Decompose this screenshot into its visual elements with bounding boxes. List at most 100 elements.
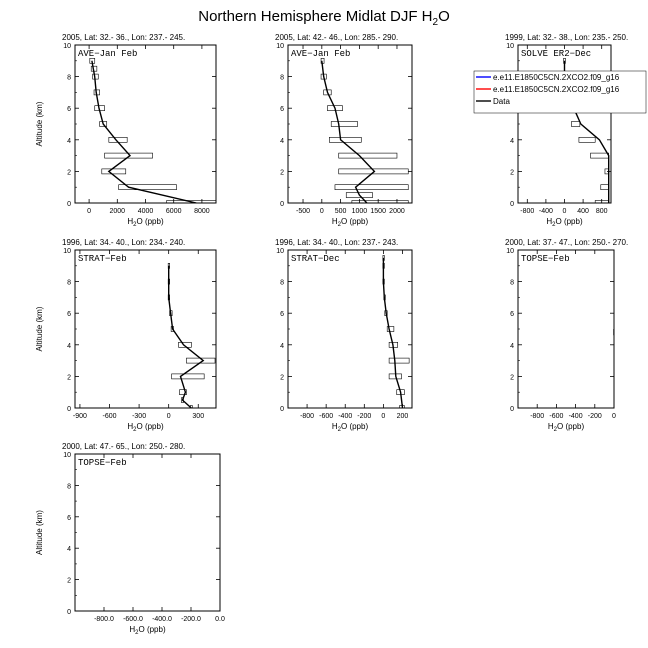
x-axis-label: H2O (ppb) bbox=[129, 625, 166, 636]
x-tick-label: 0 bbox=[381, 413, 385, 420]
error-box bbox=[594, 200, 609, 203]
y-tick-label: 6 bbox=[280, 311, 284, 318]
legend-label: Data bbox=[493, 97, 510, 106]
y-tick-label: 2 bbox=[510, 374, 514, 381]
x-tick-label: 800 bbox=[596, 208, 608, 215]
y-tick-label: 0 bbox=[67, 406, 71, 413]
x-axis-label: H2O (ppb) bbox=[548, 422, 585, 433]
x-axis-label: H2O (ppb) bbox=[332, 422, 369, 433]
plot-frame bbox=[74, 249, 217, 409]
campaign-label: TOPSE−Feb bbox=[521, 254, 570, 264]
x-tick-label: 8000 bbox=[194, 208, 210, 215]
x-tick-label: -400 bbox=[338, 413, 352, 420]
x-tick-label: -900 bbox=[73, 413, 87, 420]
plot-frame bbox=[74, 453, 221, 612]
error-box bbox=[179, 389, 187, 396]
x-tick-label: 0 bbox=[320, 208, 324, 215]
x-tick-label: -800 bbox=[520, 208, 534, 215]
campaign-label: AVE−Jan Feb bbox=[291, 49, 350, 59]
chart-panel-5: 1996, Lat: 34.- 40., Lon: 237.- 243. STRA… bbox=[275, 238, 413, 433]
data-line bbox=[321, 60, 376, 203]
x-tick-label: 400 bbox=[577, 208, 589, 215]
x-axis-label-main: H bbox=[127, 422, 133, 431]
y-tick-label: 10 bbox=[506, 43, 514, 50]
x-axis-label-subscript: 2 bbox=[552, 222, 556, 228]
y-tick-label: 0 bbox=[67, 201, 71, 208]
y-tick-label: 6 bbox=[67, 311, 71, 318]
error-box bbox=[190, 405, 193, 408]
error-box bbox=[334, 184, 409, 190]
y-tick-label: 4 bbox=[280, 343, 284, 350]
y-tick-label: 6 bbox=[67, 515, 71, 522]
error-box bbox=[338, 168, 409, 175]
x-axis-label: H2O (ppb) bbox=[546, 217, 583, 228]
y-tick-label: 10 bbox=[63, 43, 71, 50]
x-tick-label: 6000 bbox=[166, 208, 182, 215]
x-axis-label-end: O (ppb) bbox=[557, 422, 584, 431]
legend-box bbox=[473, 70, 647, 114]
campaign-label: STRAT−Dec bbox=[291, 254, 340, 264]
x-tick-label: -800 bbox=[300, 413, 314, 420]
y-tick-label: 10 bbox=[276, 43, 284, 50]
x-axis-label-main: H bbox=[332, 422, 338, 431]
y-tick-label: 6 bbox=[510, 311, 514, 318]
x-tick-label: -400 bbox=[569, 413, 583, 420]
error-box bbox=[345, 192, 373, 198]
figure-title: Northern Hemisphere Midlat DJF H2O bbox=[0, 8, 648, 28]
y-axis-label: Altitude (km) bbox=[35, 306, 44, 351]
x-tick-label: 1000 bbox=[352, 208, 368, 215]
y-tick-label: 4 bbox=[510, 138, 514, 145]
y-tick-label: 8 bbox=[67, 483, 71, 490]
x-tick-label: 300 bbox=[192, 413, 204, 420]
y-tick-label: 6 bbox=[67, 106, 71, 113]
x-tick-label: -600 bbox=[103, 413, 117, 420]
legend: e.e11.E1850C5CN.2XCO2.f09_g16 e.e11.E1850… bbox=[473, 70, 647, 114]
campaign-label: TOPSE−Feb bbox=[78, 458, 127, 468]
x-axis-label-subscript: 2 bbox=[338, 222, 342, 228]
x-tick-label: 0.0 bbox=[215, 616, 225, 623]
error-box bbox=[571, 121, 581, 127]
campaign-label: SOLVE ER2−Dec bbox=[521, 49, 591, 59]
chart-panel-7: 2000, Lat: 47.- 65., Lon: 250.- 280. TOPS… bbox=[35, 442, 225, 636]
plot-frame bbox=[287, 44, 413, 204]
y-tick-label: 2 bbox=[510, 169, 514, 176]
x-axis-label: H2O (ppb) bbox=[332, 217, 369, 228]
x-axis-label-main: H bbox=[129, 625, 135, 634]
x-axis-label-subscript: 2 bbox=[133, 427, 137, 433]
y-tick-label: 0 bbox=[280, 201, 284, 208]
error-box bbox=[338, 152, 398, 159]
x-axis-label-end: O (ppb) bbox=[341, 217, 368, 226]
y-tick-label: 4 bbox=[510, 343, 514, 350]
error-box bbox=[329, 137, 362, 143]
y-tick-label: 0 bbox=[510, 201, 514, 208]
plot-area bbox=[89, 57, 216, 203]
y-tick-label: 0 bbox=[67, 609, 71, 616]
x-axis-label-subscript: 2 bbox=[554, 427, 558, 433]
x-axis-label: H2O (ppb) bbox=[127, 422, 164, 433]
x-tick-label: -800 bbox=[530, 413, 544, 420]
y-tick-label: 10 bbox=[63, 248, 71, 255]
data-line bbox=[167, 265, 205, 408]
panel-header: 2000, Lat: 47.- 65., Lon: 250.- 280. bbox=[62, 442, 185, 451]
panel-header: 1999, Lat: 32.- 38., Lon: 235.- 250. bbox=[505, 33, 628, 42]
y-tick-label: 2 bbox=[67, 374, 71, 381]
y-tick-label: 4 bbox=[67, 138, 71, 145]
x-tick-label: 0 bbox=[612, 413, 616, 420]
x-axis-label-end: O (ppb) bbox=[139, 625, 166, 634]
figure-title-text: Northern Hemisphere Midlat DJF H bbox=[198, 8, 433, 25]
y-tick-label: 2 bbox=[280, 374, 284, 381]
y-tick-label: 0 bbox=[510, 406, 514, 413]
y-tick-label: 4 bbox=[67, 343, 71, 350]
chart-panel-6: 2000, Lat: 37.- 47., Lon: 250.- 270. TOPS… bbox=[505, 238, 628, 433]
plot-area bbox=[382, 255, 410, 408]
x-axis-label: H2O (ppb) bbox=[127, 217, 164, 228]
x-tick-label: 500 bbox=[335, 208, 347, 215]
y-tick-label: 8 bbox=[67, 280, 71, 287]
error-box bbox=[330, 121, 358, 127]
chart-panel-2: 2005, Lat: 42.- 46., Lon: 285.- 290. AVE−… bbox=[275, 33, 413, 228]
y-tick-label: 10 bbox=[63, 452, 71, 459]
y-tick-label: 8 bbox=[280, 280, 284, 287]
x-tick-label: -300 bbox=[132, 413, 146, 420]
x-tick-label: -600 bbox=[549, 413, 563, 420]
